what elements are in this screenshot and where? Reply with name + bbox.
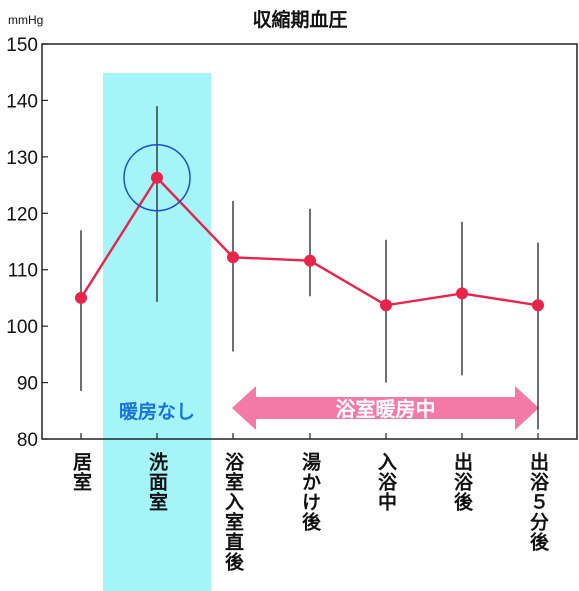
x-tick-label: 出浴後 [451, 452, 473, 512]
band-label: 暖房なし [119, 400, 195, 423]
y-tick-label: 130 [6, 148, 38, 169]
data-point [532, 299, 544, 312]
data-point [151, 171, 163, 184]
y-tick-label: 150 [6, 35, 38, 56]
y-tick-label: 90 [17, 374, 38, 395]
y-axis: 80 90 100 110 120 130 140 150 [6, 35, 48, 451]
arrow-shape [232, 386, 539, 430]
data-point [304, 254, 316, 267]
x-tick-label: 洗面室 [146, 452, 168, 512]
heating-arrow: 浴室暖房中 [232, 386, 539, 430]
data-point [456, 287, 468, 300]
x-tick-label: 浴室入室直後 [222, 452, 244, 572]
x-tick-label: 入浴中 [375, 452, 397, 512]
y-tick-label: 120 [6, 204, 38, 225]
arrow-label: 浴室暖房中 [336, 397, 436, 421]
data-points [75, 171, 544, 312]
x-tick-label: 居室 [70, 452, 92, 492]
data-point [75, 291, 87, 304]
y-tick-label: 140 [6, 91, 38, 112]
x-tick-label: 湯かけ後 [299, 452, 321, 532]
highlight-circle [123, 143, 191, 212]
y-tick-label: 110 [8, 261, 38, 282]
y-axis-unit: mmHg [8, 13, 43, 27]
x-tick-label: 出浴５分後 [527, 452, 549, 552]
y-tick-label: 80 [17, 430, 38, 451]
data-point [380, 299, 392, 312]
x-axis [80, 433, 539, 439]
data-point [227, 251, 239, 264]
chart-title: 収縮期血圧 [252, 8, 347, 31]
y-tick-label: 100 [6, 317, 38, 338]
